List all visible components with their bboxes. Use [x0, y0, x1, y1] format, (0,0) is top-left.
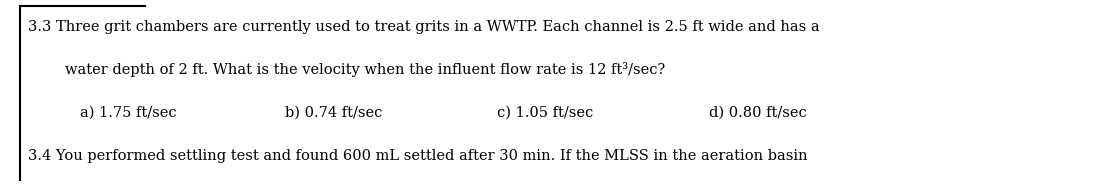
Text: a) 1.75 ft/sec: a) 1.75 ft/sec [80, 106, 178, 120]
Text: water depth of 2 ft. What is the velocity when the influent flow rate is 12 ft³/: water depth of 2 ft. What is the velocit… [65, 62, 665, 77]
Text: 3.3 Three grit chambers are currently used to treat grits in a WWTP. Each channe: 3.3 Three grit chambers are currently us… [28, 20, 820, 34]
Text: b) 0.74 ft/sec: b) 0.74 ft/sec [285, 106, 382, 120]
Text: d) 0.80 ft/sec: d) 0.80 ft/sec [709, 106, 808, 120]
Text: 3.4 You performed settling test and found 600 mL settled after 30 min. If the ML: 3.4 You performed settling test and foun… [28, 149, 808, 163]
Text: c) 1.05 ft/sec: c) 1.05 ft/sec [497, 106, 593, 120]
